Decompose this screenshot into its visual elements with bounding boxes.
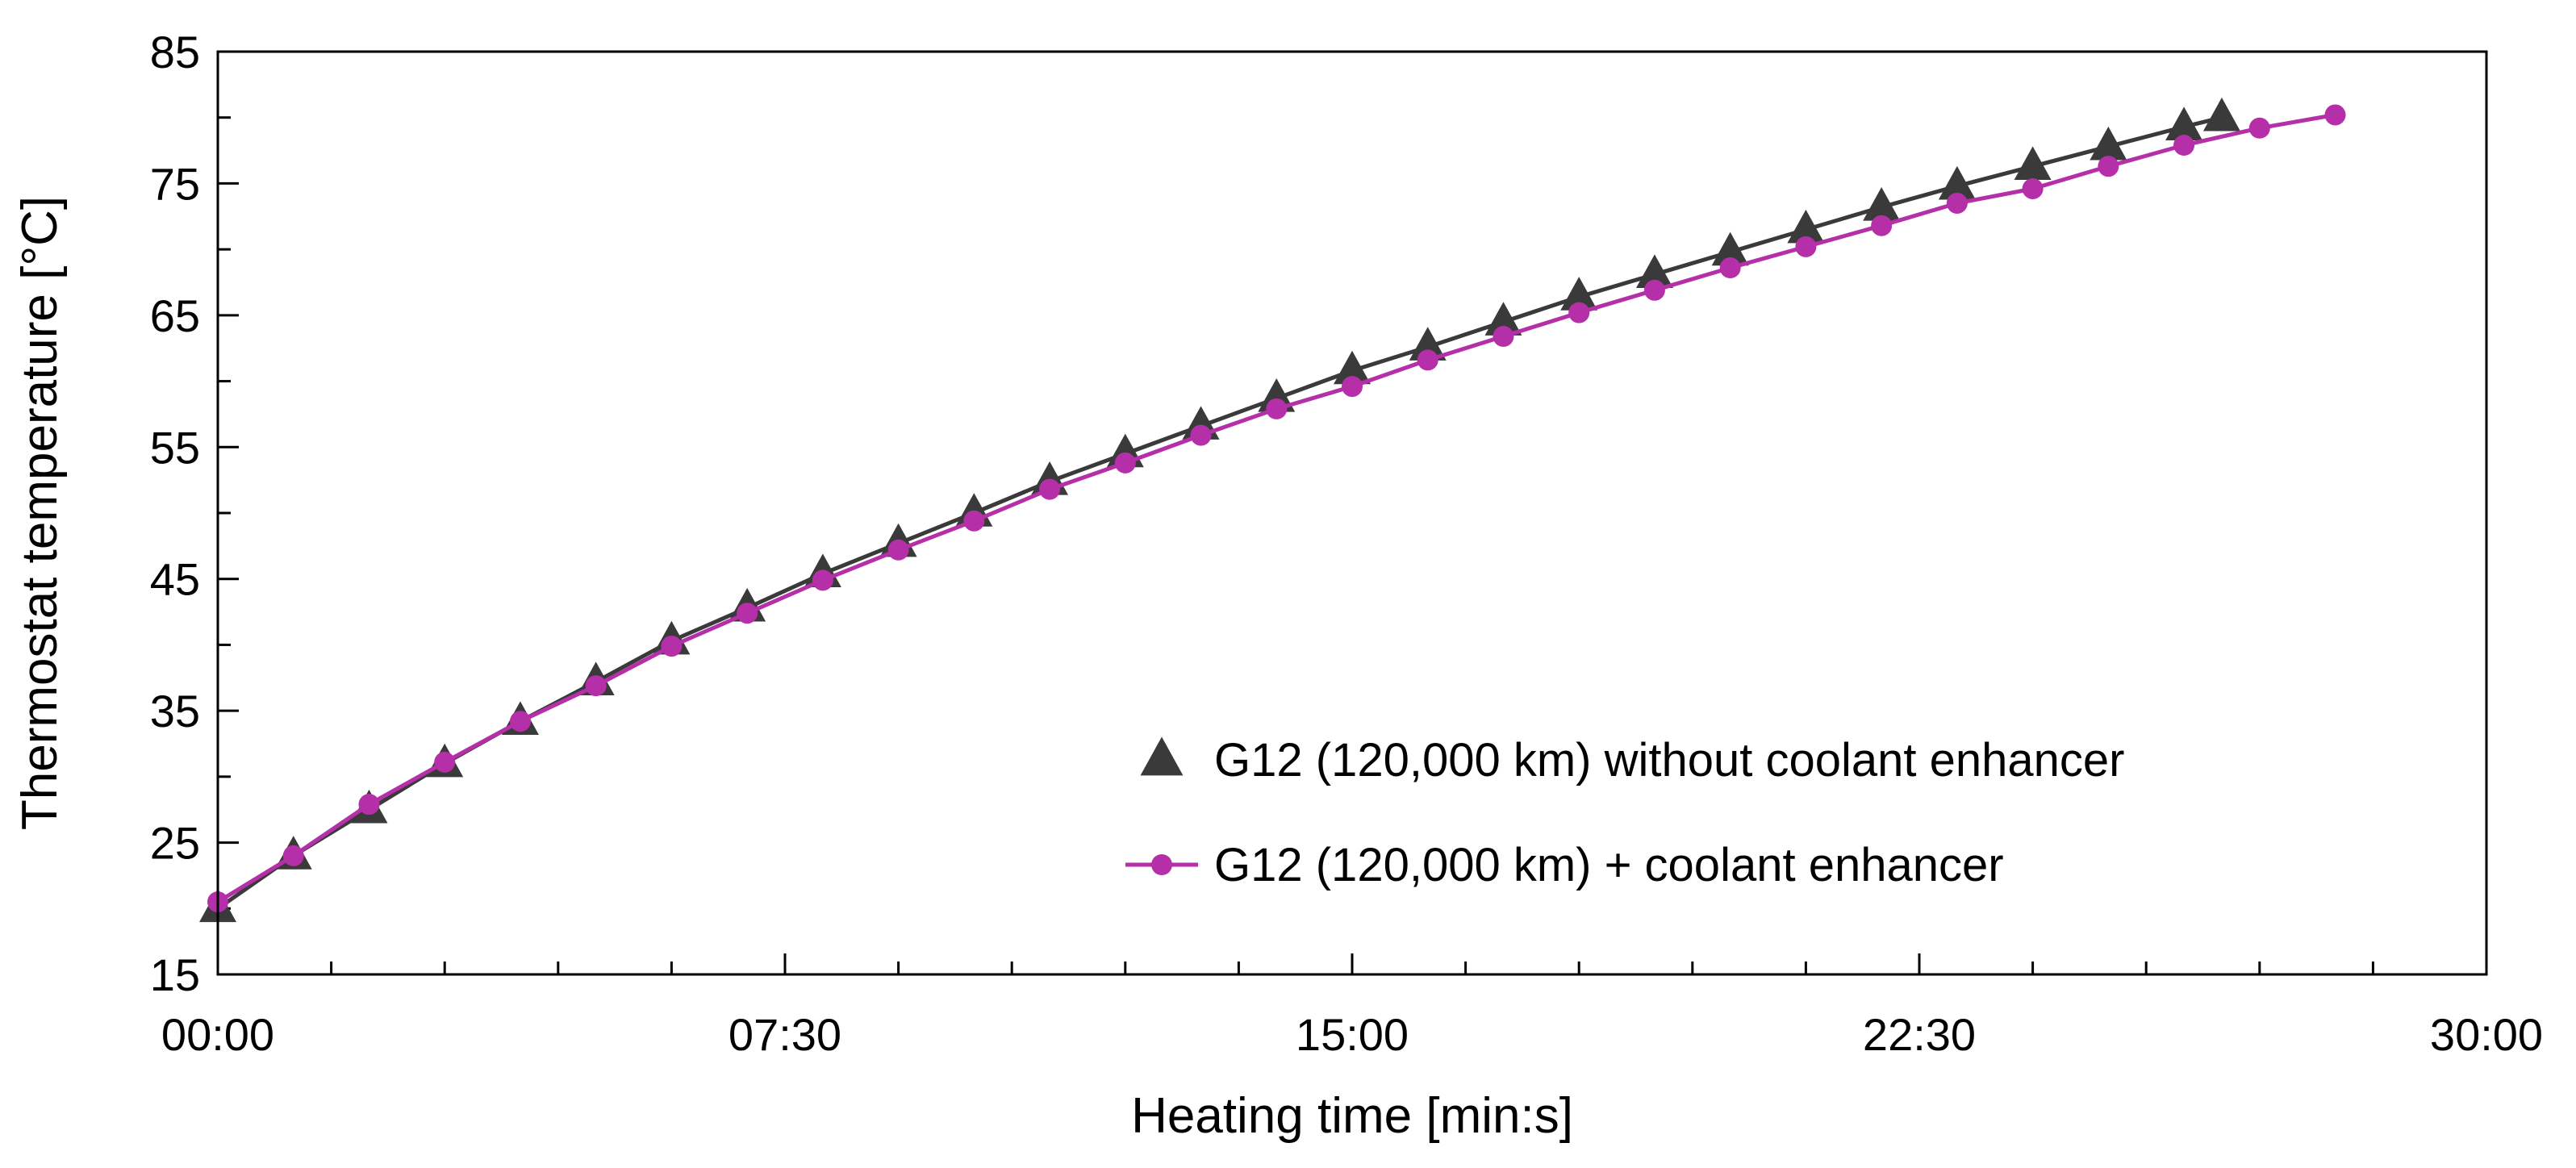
- legend-triangle-symbol: [1140, 736, 1184, 776]
- x-tick-label: 30:00: [2430, 1009, 2543, 1060]
- data-point-circle: [1114, 452, 1136, 473]
- data-point-triangle: [2090, 126, 2127, 161]
- data-point-triangle: [1938, 165, 1976, 200]
- data-point-circle: [1266, 398, 1288, 419]
- data-point-circle: [509, 711, 531, 732]
- data-point-triangle: [1863, 187, 1901, 221]
- data-point-triangle: [2014, 146, 2052, 180]
- data-point-triangle: [1711, 232, 1749, 266]
- data-point-circle: [1871, 215, 1893, 236]
- y-tick-label: 35: [150, 686, 200, 736]
- data-point-circle: [585, 675, 607, 697]
- data-point-circle: [737, 603, 758, 624]
- data-point-circle: [2098, 156, 2119, 177]
- data-point-circle: [1493, 326, 1514, 348]
- data-point-circle: [358, 794, 380, 816]
- y-tick-label: 15: [150, 949, 200, 1000]
- data-point-circle: [2022, 177, 2044, 199]
- x-tick-label: 22:30: [1863, 1009, 1976, 1060]
- y-tick-label: 25: [150, 818, 200, 869]
- data-point-circle: [2324, 104, 2346, 126]
- y-tick-label: 45: [150, 554, 200, 605]
- data-point-circle: [1643, 279, 1665, 301]
- data-point-triangle: [1334, 350, 1371, 385]
- legend-marker-triangle: [1140, 736, 1184, 776]
- data-series: [199, 97, 2346, 923]
- legend-label-with-enhancer: G12 (120,000 km) + coolant enhancer: [1214, 839, 2004, 891]
- data-point-circle: [1795, 236, 1817, 257]
- data-point-circle: [661, 636, 683, 657]
- y-tick-label: 55: [150, 422, 200, 473]
- data-point-triangle: [2202, 97, 2240, 131]
- legend-item-without-enhancer: G12 (120,000 km) without coolant enhance…: [1140, 734, 2124, 786]
- data-point-circle: [1039, 478, 1061, 500]
- y-tick-label: 85: [150, 27, 200, 77]
- axis-ticks: [216, 50, 2488, 976]
- legend-marker-circle: [1125, 854, 1198, 875]
- y-axis-title: Thermostat temperature [°C]: [12, 196, 68, 830]
- data-point-circle: [963, 510, 985, 532]
- y-tick-label: 65: [150, 290, 200, 341]
- x-tick-label: 07:30: [729, 1009, 841, 1060]
- legend-item-with-enhancer: G12 (120,000 km) + coolant enhancer: [1125, 839, 2004, 891]
- x-tick-label: 00:00: [161, 1009, 274, 1060]
- data-point-triangle: [1258, 378, 1296, 412]
- series-with-enhancer: [207, 104, 2346, 913]
- data-point-triangle: [1484, 302, 1522, 336]
- data-point-circle: [1946, 192, 1968, 214]
- data-point-triangle: [2165, 106, 2203, 140]
- legend-label-without-enhancer: G12 (120,000 km) without coolant enhance…: [1214, 734, 2124, 786]
- legend: G12 (120,000 km) without coolant enhance…: [1125, 734, 2124, 891]
- data-point-triangle: [1787, 209, 1825, 244]
- data-point-circle: [887, 539, 909, 561]
- x-axis-title: Heating time [min:s]: [1131, 1088, 1573, 1144]
- data-point-triangle: [1409, 327, 1447, 361]
- data-point-circle: [2248, 117, 2270, 139]
- x-tick-label: 15:00: [1296, 1009, 1409, 1060]
- data-point-circle: [1342, 376, 1363, 398]
- data-point-circle: [1568, 302, 1590, 323]
- data-point-triangle: [1560, 277, 1598, 311]
- tick-labels: 15 25 35 45 55 65 75 85 00:00 07:30 15:00 22:30 30:0…: [150, 27, 2543, 1060]
- data-point-circle: [434, 751, 456, 773]
- data-point-circle: [2173, 135, 2195, 156]
- data-point-triangle: [1635, 254, 1673, 288]
- plot-area-frame: [216, 50, 2488, 976]
- legend-circle-symbol: [1151, 854, 1172, 875]
- data-point-circle: [812, 569, 833, 591]
- data-point-circle: [1190, 424, 1212, 446]
- data-point-circle: [282, 845, 304, 866]
- data-point-circle: [1719, 257, 1741, 279]
- data-point-circle: [1417, 349, 1438, 371]
- y-tick-label: 75: [150, 158, 200, 209]
